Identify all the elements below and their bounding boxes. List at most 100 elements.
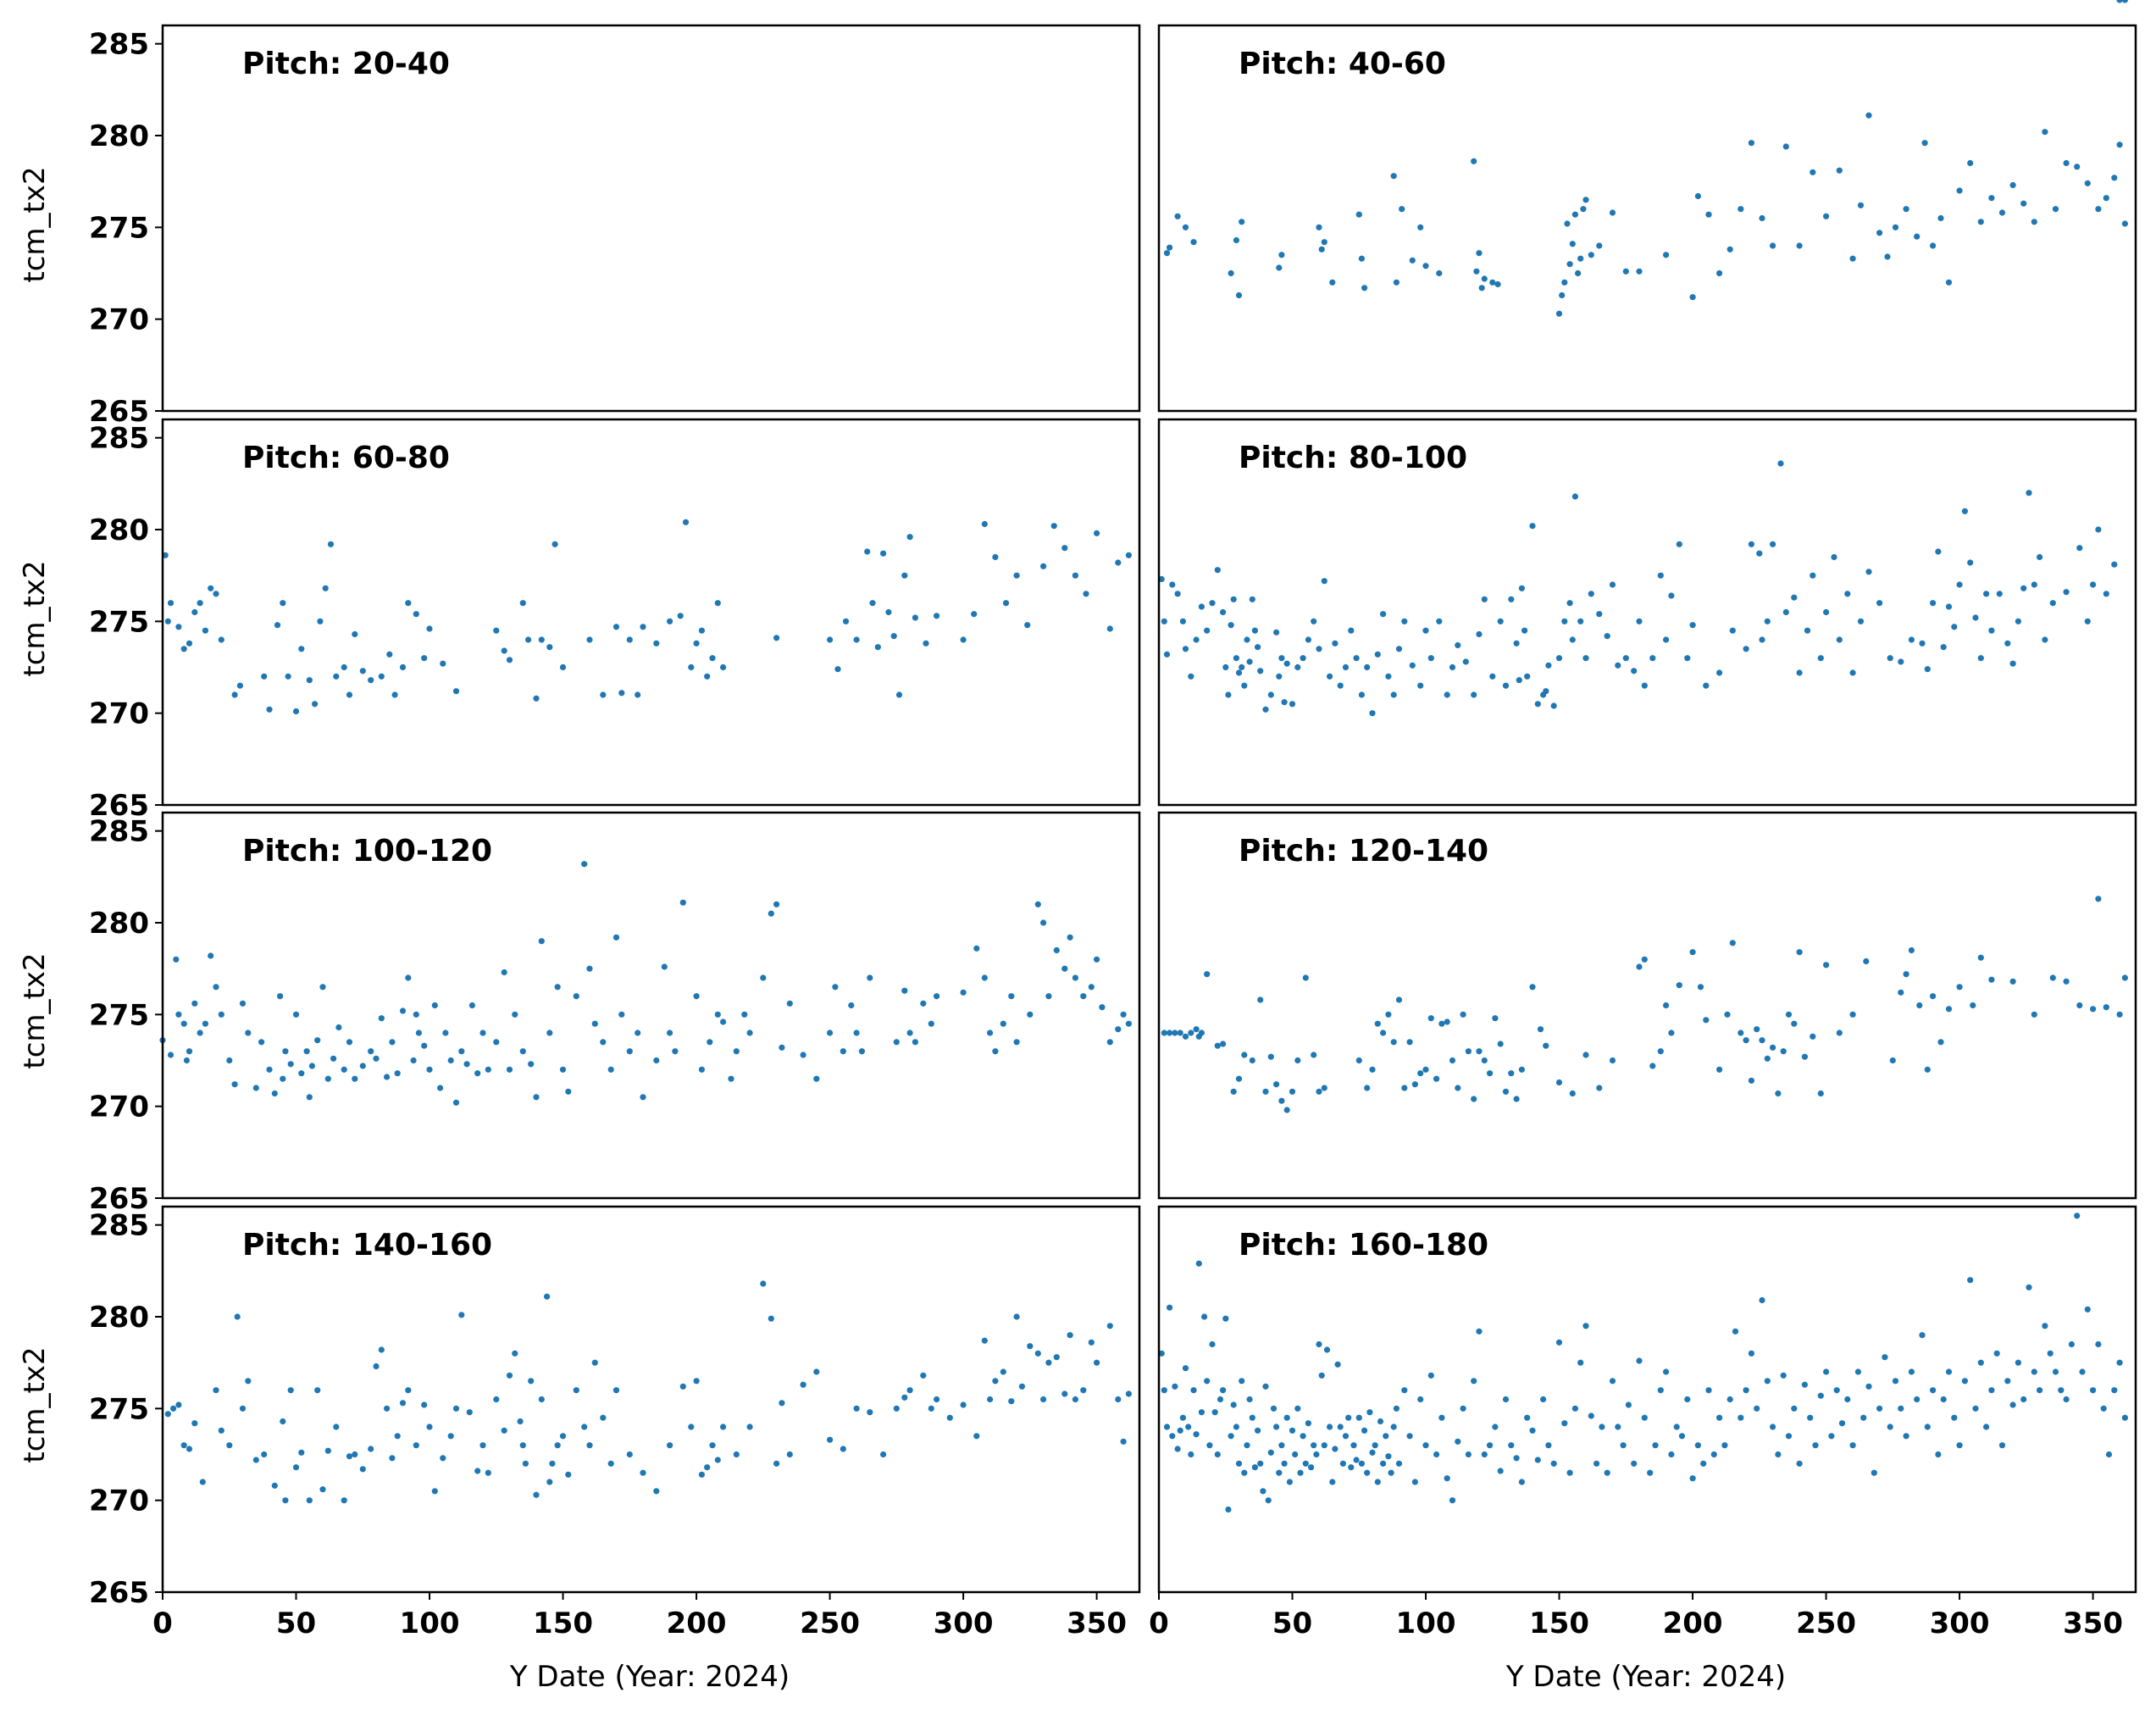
x-tick-label: 100 [400,1607,460,1640]
data-point [1796,1460,1803,1467]
data-point [1582,655,1589,662]
data-point [1262,1088,1269,1095]
panel-frame [1157,1205,2137,1594]
data-point [1409,662,1416,669]
data-point [1937,214,1944,222]
data-point [1796,242,1803,249]
data-point [760,1280,767,1287]
data-point [1374,1020,1381,1027]
panel-title: Pitch: 40-60 [1239,47,1446,81]
data-point [1508,596,1515,602]
data-point [618,1011,625,1018]
data-point [1120,1011,1127,1018]
data-point [773,901,780,907]
data-point [1385,1011,1392,1018]
data-point [1163,651,1171,658]
data-point [1471,1096,1477,1102]
data-point [1796,669,1803,676]
data-point [1106,1323,1113,1329]
data-point [1027,1011,1034,1018]
data-point [1604,1469,1610,1476]
data-point [653,1057,660,1064]
data-point [1956,187,1963,194]
data-point [271,1090,278,1097]
data-point [1374,651,1381,658]
y-tick-label: 265 [89,1182,149,1216]
data-point [1764,1378,1771,1385]
data-point [1278,1442,1285,1449]
data-point [1993,1350,2000,1357]
data-point [274,622,281,629]
data-point [447,1433,454,1440]
panel-4: Pitch: 80-100 [1157,0,2137,807]
data-point [1903,1433,1909,1440]
data-point [359,1466,366,1473]
data-point [1582,197,1589,203]
data-point [2026,490,2032,497]
data-point [2009,1401,2016,1408]
data-point [1158,1350,1165,1357]
data-point [1555,1079,1563,1086]
data-point [581,861,588,868]
data-point [1366,1409,1373,1416]
data-point [1390,1039,1397,1046]
data-point [1316,224,1322,230]
data-point [319,1486,326,1493]
data-point [1652,1442,1659,1449]
data-point [405,1387,412,1394]
data-point [934,613,940,619]
data-point [1193,1026,1200,1033]
data-point [1228,1433,1234,1440]
data-point [1294,1057,1301,1064]
data-point [640,624,646,630]
data-point [319,984,326,991]
data-point [1860,1414,1867,1421]
data-point [1332,1446,1338,1452]
data-point [399,1007,407,1014]
data-point [485,1066,491,1073]
data-point [506,657,513,663]
data-point [1876,1405,1883,1412]
panel-3-points [162,519,1132,715]
data-point [199,1479,206,1485]
data-point [1067,934,1073,941]
x-tick-label: 100 [1396,1607,1456,1640]
data-point [2031,1011,2037,1018]
data-point [183,1057,190,1064]
data-point [1179,1414,1186,1421]
data-point [1040,919,1047,926]
data-point [1273,1424,1280,1430]
data-point [1871,1469,1877,1476]
data-point [2020,1396,2027,1403]
panel-6: Pitch: 120-140 [1157,811,2137,1200]
data-point [1348,1464,1355,1471]
data-point [335,1024,342,1031]
data-point [1863,957,1870,965]
data-point [612,1387,620,1394]
data-point [1436,269,1443,277]
data-point [2090,1006,2097,1013]
data-point [1167,244,1173,251]
data-point [1609,1057,1616,1064]
data-point [1924,1424,1931,1430]
data-point [517,1418,524,1425]
data-point [352,630,358,638]
data-point [720,1018,727,1025]
data-point [1770,1424,1776,1430]
data-point [2020,200,2027,207]
data-point [1395,996,1403,1003]
data-point [266,1066,273,1073]
data-point [1061,965,1068,972]
data-point [992,1048,999,1055]
data-point [280,1075,286,1082]
data-point [1956,581,1963,588]
data-point [306,677,313,684]
data-point [252,1457,259,1463]
data-point [1780,1048,1787,1055]
data-point [2116,1359,2123,1366]
data-point [1321,1442,1327,1449]
data-point [626,1048,633,1055]
data-point [1569,241,1576,247]
data-point [1967,159,1974,167]
data-point [282,1497,289,1504]
